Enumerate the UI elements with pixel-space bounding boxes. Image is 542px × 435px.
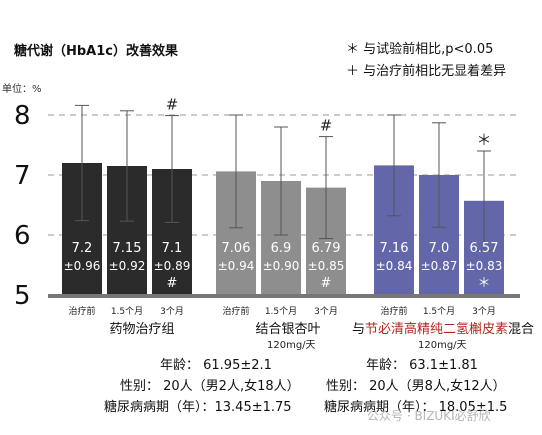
left-age: 年龄： 61.95±2.1	[160, 358, 272, 373]
sd-label-s0-c0: ±0.96	[64, 259, 101, 273]
left-sex: 性别： 20人（男2人,女18人）	[120, 379, 300, 394]
right-sex: 性别： 20人（男8人,女12人）	[326, 379, 506, 394]
value-label-s0-c0: 7.2	[72, 241, 93, 256]
value-label-s2-c1: 7.0	[429, 241, 450, 256]
category-label-s0-c1: 1.5个月	[111, 306, 143, 317]
watermark: 公众号 · BIZUKI必舒欣	[367, 409, 491, 423]
y-tick-label-5: 5	[14, 281, 31, 311]
category-label-s1-c0: 治疗前	[222, 305, 249, 317]
sd-label-s2-c0: ±0.84	[376, 259, 413, 273]
mark-top-s2-c2: ＊	[476, 131, 491, 149]
value-label-s1-c1: 6.9	[271, 241, 292, 256]
group-label-mix-prefix: 与	[352, 322, 366, 337]
mark-top-s0-c2: #	[166, 96, 179, 114]
y-axis-unit: 单位：%	[2, 84, 42, 95]
right-duration: 糖尿病病期（年）： 18.05±1.5	[324, 400, 508, 415]
group-sub-ginkgo: 120mg/天	[267, 340, 316, 351]
group-sub-mix: 120mg/天	[418, 340, 467, 351]
sd-label-s0-c1: ±0.92	[109, 259, 146, 273]
x-axis-baseline	[48, 294, 520, 298]
mark-inside-s2-c2: ＊	[477, 276, 490, 291]
value-label-s0-c1: 7.15	[113, 241, 142, 256]
sd-label-s0-c2: ±0.89	[154, 259, 191, 273]
value-label-s2-c0: 7.16	[380, 241, 409, 256]
group-label-ginkgo: 结合银杏叶	[255, 322, 321, 337]
category-label-s2-c1: 1.5个月	[423, 306, 455, 317]
category-label-s0-c0: 治疗前	[68, 305, 95, 317]
sd-label-s1-c0: ±0.94	[218, 259, 255, 273]
mark-inside-s0-c2: #	[167, 276, 178, 291]
y-tick-label-6: 6	[14, 221, 31, 251]
sd-label-s2-c2: ±0.83	[466, 259, 503, 273]
group-label-mix-highlight: 节必清高精纯二氢槲皮素	[365, 322, 509, 337]
mark-inside-s1-c2: #	[321, 276, 332, 291]
group-label-mix-suffix: 混合	[508, 322, 535, 337]
sd-label-s1-c2: ±0.85	[308, 259, 345, 273]
y-tick-label-7: 7	[14, 161, 31, 191]
value-label-s0-c2: 7.1	[162, 241, 183, 256]
sd-label-s1-c1: ±0.90	[263, 259, 300, 273]
chart-title: 糖代谢（HbA1c）改善效果	[14, 44, 178, 59]
left-duration: 糖尿病病期（年）：13.45±1.75	[104, 400, 292, 415]
right-age: 年龄： 63.1±1.81	[366, 358, 478, 373]
legend-not-significant: ＋ 与治疗前相比无显着差异	[346, 64, 507, 79]
category-label-s2-c0: 治疗前	[380, 305, 407, 317]
category-label-s0-c2: 3个月	[160, 306, 184, 317]
category-label-s1-c2: 3个月	[314, 306, 338, 317]
mark-top-s1-c2: #	[320, 117, 333, 135]
group-label-drug: 药物治疗组	[109, 322, 175, 337]
group-label-mix: 与节必清高精纯二氢槲皮素混合	[352, 318, 534, 337]
legend-significant: ＊ 与试验前相比,p<0.05	[346, 42, 494, 57]
sd-label-s2-c1: ±0.87	[421, 259, 458, 273]
value-label-s2-c2: 6.57	[470, 241, 499, 256]
category-label-s2-c2: 3个月	[472, 306, 496, 317]
value-label-s1-c2: 6.79	[312, 241, 341, 256]
value-label-s1-c0: 7.06	[222, 241, 251, 256]
y-tick-label-8: 8	[14, 101, 31, 131]
category-label-s1-c1: 1.5个月	[265, 306, 297, 317]
